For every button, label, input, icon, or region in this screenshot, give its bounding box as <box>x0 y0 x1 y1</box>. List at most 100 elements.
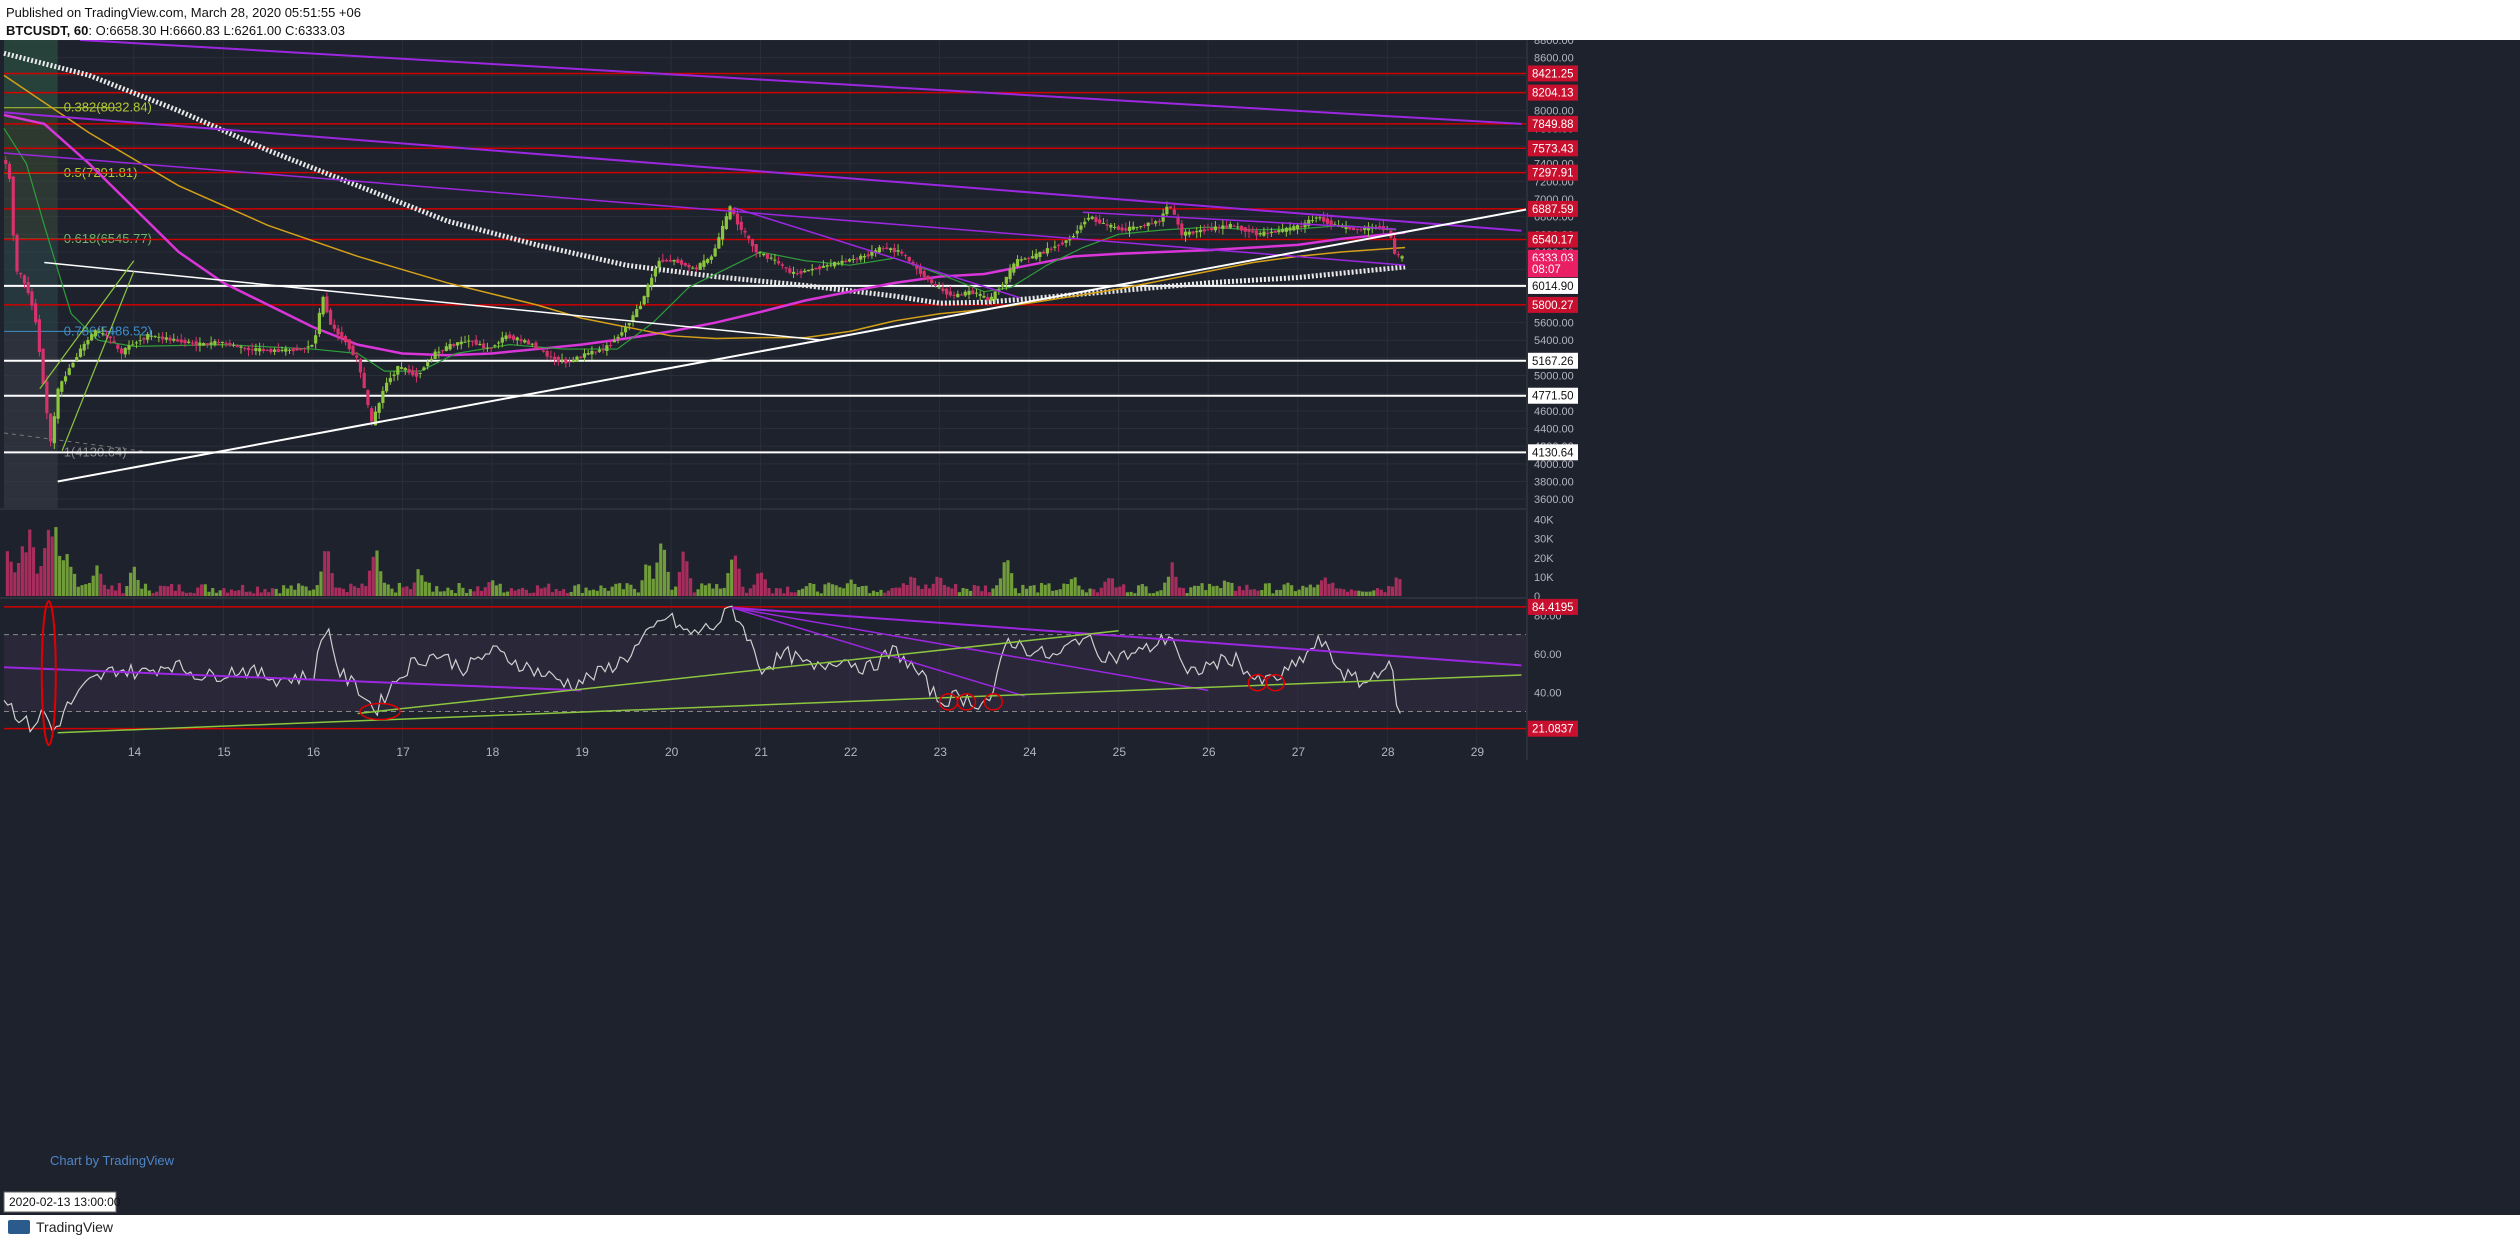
volume-bar <box>192 593 196 596</box>
volume-bar <box>1312 587 1316 596</box>
rsi-highlight <box>359 702 401 721</box>
candle-body <box>825 265 829 267</box>
candle-body <box>123 348 127 355</box>
price-axis[interactable]: 3600.003800.004000.004200.004400.004600.… <box>1528 40 1578 737</box>
candle-body <box>1098 219 1102 224</box>
candle-body <box>1023 258 1027 260</box>
candle-body <box>418 372 422 374</box>
candle-body <box>702 260 706 267</box>
time-tick-label: 19 <box>575 745 589 759</box>
rsi-trendline <box>3 666 582 692</box>
fib-level-label: 0.618(6545.77) <box>64 231 152 246</box>
volume-bar <box>730 559 734 596</box>
candle-body <box>1292 226 1296 231</box>
candle-body <box>34 303 38 323</box>
candle-body <box>399 367 404 369</box>
candle-body <box>635 309 639 318</box>
level-badge: 4771.50 <box>1532 391 1574 403</box>
candle-body <box>37 319 41 353</box>
candle-body <box>239 346 243 348</box>
level-badge-bg <box>1528 200 1578 217</box>
candle-body <box>874 250 878 253</box>
candle-body <box>597 349 601 352</box>
volume-bar <box>147 590 151 596</box>
candle-body <box>594 351 598 353</box>
volume-bar <box>349 583 353 596</box>
volume-bar <box>535 585 540 596</box>
candle-body <box>672 259 676 262</box>
volume-bar <box>1346 591 1350 596</box>
price-series <box>4 156 1404 449</box>
volume-bar <box>382 582 387 596</box>
candle-body <box>482 343 486 349</box>
volume-bar <box>214 592 219 596</box>
volume-bar <box>1316 584 1320 596</box>
candle-body <box>444 346 448 351</box>
volume-bar <box>898 587 902 596</box>
candle-body <box>1277 230 1281 233</box>
volume-bar <box>700 583 704 596</box>
volume-bar <box>860 586 864 596</box>
candle-body <box>1258 233 1262 235</box>
volume-bar <box>767 588 771 596</box>
volume-bar <box>759 572 764 596</box>
candle-body <box>362 372 366 388</box>
ma100-line <box>3 113 1406 357</box>
candle-body <box>1034 253 1038 259</box>
candle-body <box>896 250 900 252</box>
price-tick-label: 5000.00 <box>1534 371 1574 383</box>
price-tick-label: 8600.00 <box>1534 53 1574 65</box>
candle-body <box>1273 230 1277 233</box>
candle-body <box>956 293 960 298</box>
volume-bar <box>468 589 472 596</box>
volume-bar <box>1204 590 1208 596</box>
candle-body <box>840 260 844 264</box>
volume-bar <box>364 586 368 596</box>
fib-zone <box>4 452 58 508</box>
price-trendlines[interactable] <box>3 40 1527 483</box>
candle-body <box>437 351 441 353</box>
level-badge: 7297.91 <box>1532 168 1574 180</box>
candle-body <box>1232 225 1236 227</box>
candle-body <box>1109 224 1113 228</box>
candle-body <box>821 265 826 268</box>
candle-body <box>1176 217 1180 225</box>
candle-body <box>485 347 489 349</box>
candle-body <box>7 163 12 179</box>
volume-bar <box>293 589 297 596</box>
volume-bar <box>1051 590 1055 596</box>
candle-body <box>933 284 938 286</box>
volume-bar <box>1297 589 1301 596</box>
volume-bar <box>707 583 711 596</box>
volume-bar <box>50 536 54 596</box>
candle-body <box>1303 222 1307 228</box>
volume-bar <box>1077 585 1081 596</box>
volume-bar <box>1107 578 1111 596</box>
volume-bar <box>1073 577 1077 596</box>
candle-body <box>269 348 273 353</box>
candle-body <box>82 343 86 351</box>
volume-bar <box>827 582 831 596</box>
volume-bar <box>278 593 282 596</box>
trading-chart[interactable]: 0.382(8032.84)0.5(7291.81)0.618(6545.77)… <box>0 40 2520 1215</box>
volume-bar <box>296 583 301 596</box>
volume-bar <box>1267 583 1271 596</box>
candle-body <box>1150 223 1154 225</box>
ohlc-line: BTCUSDT, 60: O:6658.30 H:6660.83 L:6261.… <box>6 23 345 38</box>
candle-body <box>1236 226 1240 228</box>
volume-bar <box>980 591 984 596</box>
candle-body <box>317 312 321 335</box>
candle-body <box>15 234 19 272</box>
volume-bar <box>1069 579 1073 596</box>
time-axis[interactable]: 14 15 16 17 18 19 20 21 22 23 24 25 26 27 28 29 <box>128 745 1485 759</box>
volume-bar <box>117 583 121 596</box>
candle-body <box>948 291 952 296</box>
time-tick-label: 20 <box>665 745 679 759</box>
candle-body <box>1210 227 1214 231</box>
volume-tick-label: 30K <box>1534 534 1554 546</box>
candle-body <box>1127 226 1132 232</box>
candle-body <box>1251 231 1255 233</box>
volume-bar <box>274 588 278 596</box>
volume-bar <box>1054 590 1059 596</box>
candle-body <box>213 341 217 345</box>
